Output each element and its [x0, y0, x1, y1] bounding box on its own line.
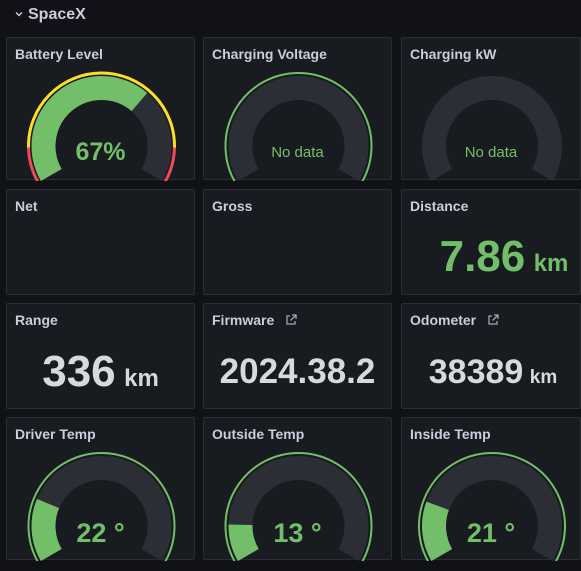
panel-range[interactable]: Range 336 km	[6, 303, 195, 409]
threshold-band	[163, 147, 176, 181]
panel-charging-kw[interactable]: Charging kW No data	[401, 37, 581, 181]
panel-title: Charging Voltage	[212, 46, 327, 62]
row-header-spacex[interactable]: SpaceX	[0, 0, 581, 30]
external-link-icon[interactable]	[486, 313, 500, 327]
gauge-value-arc	[31, 76, 148, 181]
no-data-text: No data	[271, 144, 324, 161]
gauge-value-arc	[31, 498, 62, 561]
panel-odometer[interactable]: Odometer 38389 km	[401, 303, 581, 409]
gauge-value: 13 °	[273, 518, 322, 548]
odometer-unit: km	[529, 367, 558, 388]
panel-gross[interactable]: Gross	[203, 189, 392, 295]
threshold-band	[27, 71, 176, 148]
panel-title: Driver Temp	[15, 426, 96, 442]
no-data-text: No data	[464, 144, 518, 161]
threshold-band	[224, 72, 373, 181]
threshold-band	[418, 452, 566, 561]
panel-driver-temp[interactable]: Driver Temp 22 °	[6, 417, 195, 561]
panel-title: Outside Temp	[212, 426, 305, 442]
charging-kw-gauge	[422, 76, 562, 181]
odometer-value: 38389	[428, 353, 524, 391]
panel-title: Firmware	[212, 312, 275, 328]
panel-battery-level[interactable]: Battery Level 67%	[6, 37, 195, 181]
panel-title: Range	[15, 312, 58, 328]
panel-charging-voltage[interactable]: Charging Voltage No data	[203, 37, 392, 181]
gauge-track	[422, 76, 562, 181]
panel-title: Odometer	[410, 312, 477, 328]
panel-title: Distance	[410, 198, 469, 214]
stat-value: 2024.38.2	[204, 352, 391, 392]
panel-title: Battery Level	[15, 46, 103, 62]
chevron-down-icon[interactable]	[14, 8, 24, 22]
external-link-icon[interactable]	[284, 313, 298, 327]
gauge-value: 67%	[75, 138, 126, 166]
driver-temp-gauge	[27, 452, 176, 561]
panel-inside-temp[interactable]: Inside Temp 21 °	[401, 417, 581, 561]
charging-voltage-gauge	[224, 72, 373, 181]
outside-temp-gauge	[224, 452, 373, 561]
distance-value: 7.86	[439, 232, 526, 281]
distance-unit: km	[533, 250, 569, 277]
gauge-track	[228, 456, 369, 561]
panel-title: Charging kW	[410, 46, 497, 62]
range-value: 336	[42, 347, 116, 396]
row-title: SpaceX	[28, 6, 86, 23]
panel-net[interactable]: Net	[6, 189, 195, 295]
stat-value: 336 km	[7, 347, 194, 397]
panel-firmware[interactable]: Firmware 2024.38.2	[203, 303, 392, 409]
panel-outside-temp[interactable]: Outside Temp 13 °	[203, 417, 392, 561]
gauge-value-arc	[228, 524, 259, 561]
stat-value: 38389 km	[406, 353, 580, 392]
threshold-band	[27, 452, 176, 561]
battery-gauge	[27, 71, 176, 181]
gauge-value: 22 °	[76, 518, 125, 548]
gauge-value-arc	[422, 501, 453, 561]
range-unit: km	[124, 365, 159, 392]
panel-title: Inside Temp	[410, 426, 491, 442]
stat-value: 7.86 km	[428, 232, 580, 282]
gauge-track	[228, 76, 369, 181]
firmware-value: 2024.38.2	[219, 352, 376, 391]
panel-distance[interactable]: Distance 7.86 km	[401, 189, 581, 295]
threshold-band	[224, 452, 373, 561]
threshold-band	[27, 147, 40, 181]
panel-title: Net	[15, 198, 38, 214]
panel-title: Gross	[212, 198, 253, 214]
gauge-value: 21 °	[466, 518, 516, 548]
inside-temp-gauge	[418, 452, 566, 561]
